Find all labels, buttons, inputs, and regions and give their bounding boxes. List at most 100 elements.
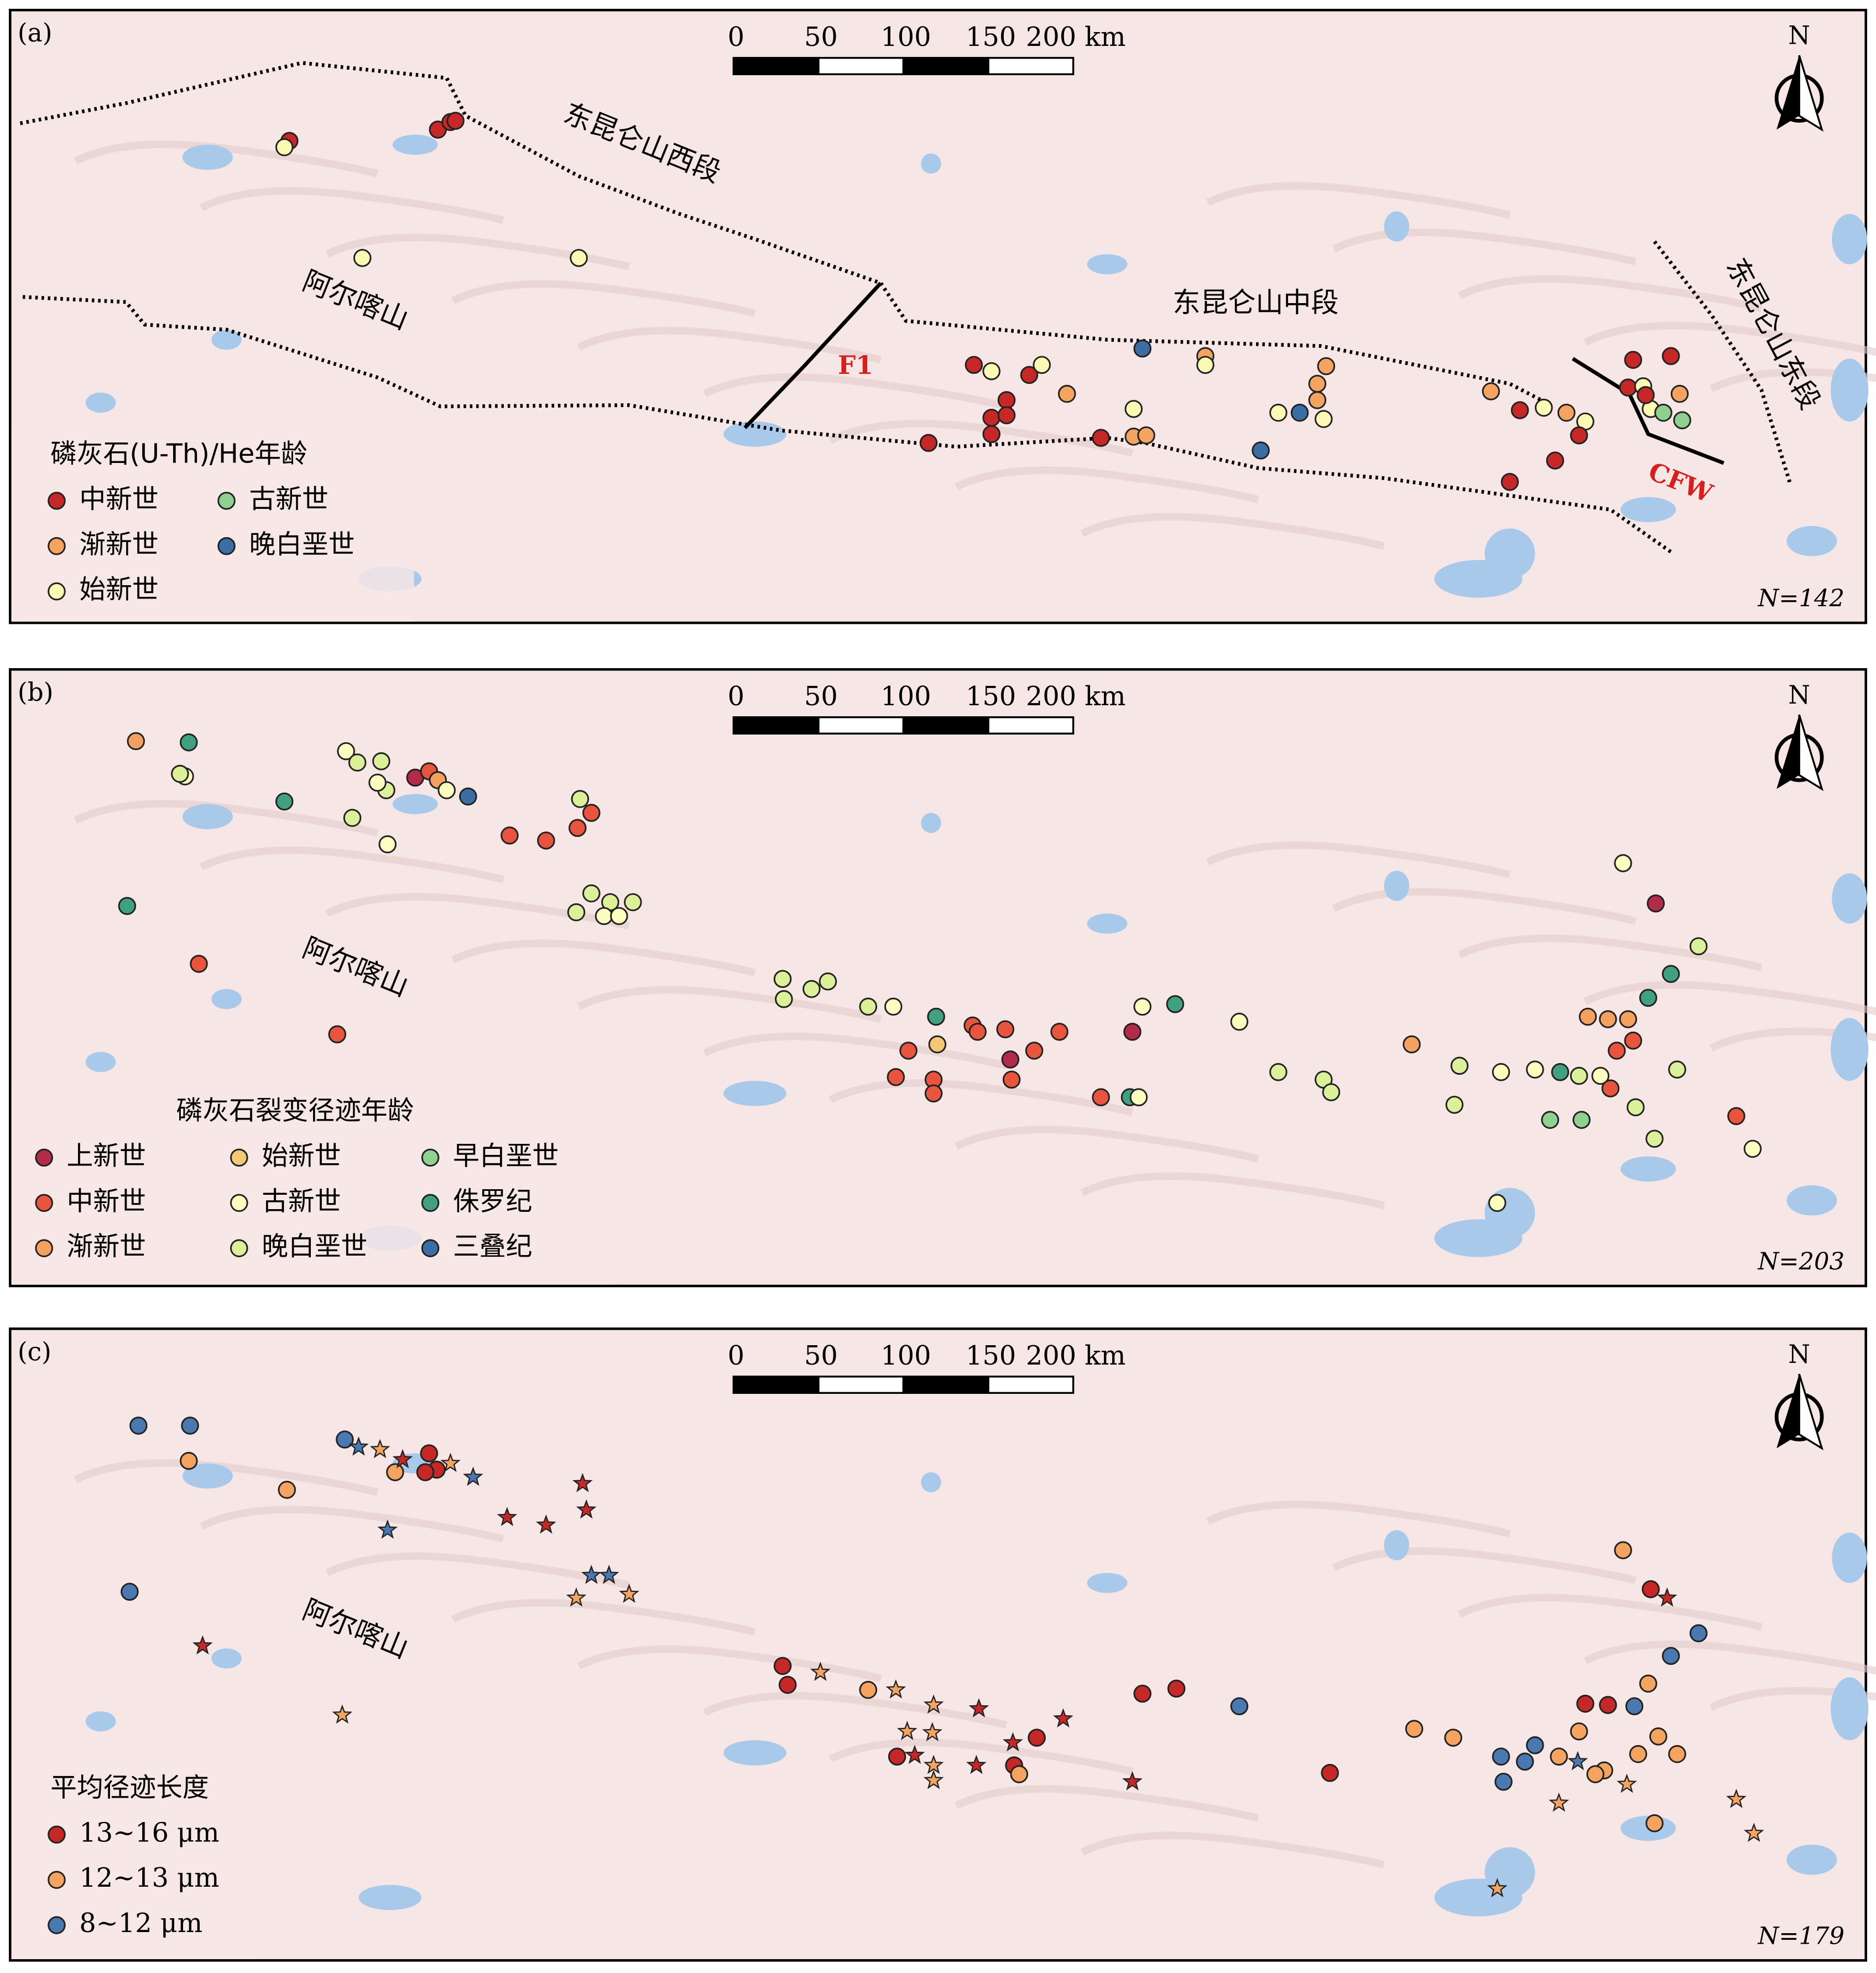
sample-point (278, 1481, 296, 1499)
sample-star (904, 1745, 925, 1764)
sample-point (171, 764, 189, 783)
sample-star (1656, 1587, 1677, 1607)
sample-point (1028, 1729, 1046, 1747)
sample-star (810, 1662, 831, 1681)
legend-marker (35, 1194, 53, 1212)
sample-count: N=142 (1758, 585, 1845, 612)
sample-point (420, 1444, 439, 1462)
legend-label: 古新世 (249, 484, 329, 514)
sample-point (1599, 1696, 1617, 1714)
sample-point (997, 391, 1016, 409)
sample-point (1124, 400, 1143, 418)
terrain-ridge (1457, 275, 1763, 312)
sample-star (463, 1466, 483, 1486)
north-label: N (1788, 680, 1810, 710)
sample-point (1500, 473, 1519, 491)
terrain-ridge (702, 373, 1008, 410)
lake (1832, 1532, 1867, 1583)
legend-marker (217, 537, 236, 555)
terrain-ridge (74, 800, 379, 837)
sample-point (773, 970, 792, 988)
sample-point (1614, 854, 1632, 872)
sample-star (392, 1449, 413, 1469)
sample-point (624, 893, 642, 912)
sample-point (859, 1680, 878, 1699)
terrain-ridge (451, 280, 756, 317)
lake (392, 794, 438, 814)
sample-star (440, 1453, 461, 1472)
sample-point (924, 1084, 943, 1103)
sample-star (885, 1679, 906, 1699)
scale-segment (732, 716, 820, 735)
legend-label: 8~12 μm (79, 1908, 202, 1939)
sample-point (328, 1025, 347, 1044)
sample-point (1614, 1541, 1632, 1559)
sample-point (982, 408, 1000, 427)
sample-point (1290, 403, 1309, 422)
sample-point (129, 1417, 148, 1435)
legend-box (11, 1084, 616, 1285)
sample-point (1586, 1765, 1604, 1783)
legend-label: 三叠纪 (453, 1232, 532, 1262)
sample-point (1646, 894, 1665, 913)
panel-background (9, 1327, 1867, 1962)
sample-point (459, 787, 477, 806)
scale-segment (902, 56, 989, 75)
scale-label: 200 km (1026, 681, 1126, 712)
sample-point (1322, 1083, 1341, 1101)
sample-point (1092, 1088, 1110, 1106)
lake (921, 1472, 941, 1492)
lake (85, 1711, 116, 1732)
sample-point (1727, 1107, 1745, 1126)
sample-point (368, 773, 387, 792)
sample-star (966, 1755, 987, 1774)
legend-box (11, 428, 414, 622)
scale-label: 100 (880, 1341, 931, 1371)
scale-segment (732, 56, 820, 75)
lake (1087, 1573, 1128, 1593)
lake (1384, 211, 1409, 242)
sample-point (1137, 426, 1155, 445)
scale-label: 50 (804, 22, 838, 53)
legend-label: 12~13 μm (79, 1863, 219, 1893)
sample-point (1526, 1060, 1544, 1079)
sample-point (1619, 378, 1638, 397)
lake (723, 1740, 786, 1766)
scale-segment (987, 56, 1075, 75)
sample-point (1129, 1088, 1148, 1106)
sample-point (1743, 1139, 1762, 1158)
terrain-ridge (451, 1599, 756, 1636)
sample-point (1601, 1079, 1620, 1098)
sample-point (1550, 1747, 1568, 1766)
sample-star (922, 1722, 943, 1742)
legend-label: 早白垩世 (453, 1141, 559, 1172)
scale-segment (817, 716, 905, 735)
sample-point (1526, 1736, 1544, 1755)
legend-marker (48, 492, 66, 510)
terrain-ridge (1332, 228, 1637, 266)
legend-marker (48, 1916, 66, 1934)
legend-label: 13~16 μm (79, 1818, 219, 1848)
sample-point (927, 1007, 945, 1026)
sample-point (997, 406, 1016, 424)
legend-marker (48, 537, 66, 555)
legend-title: 平均径迹长度 (50, 1773, 209, 1803)
sample-point (127, 732, 145, 751)
sample-point (1494, 1772, 1513, 1791)
sample-point (570, 249, 588, 267)
lake (358, 1884, 422, 1910)
legend-marker (217, 492, 236, 510)
sample-point (1689, 1624, 1708, 1643)
sample-point (1599, 1010, 1617, 1028)
sample-point (1133, 339, 1151, 358)
sample-point (1619, 1010, 1638, 1028)
lake (1384, 871, 1409, 901)
lake (182, 1463, 233, 1489)
sample-point (1689, 937, 1708, 955)
terrain-ridge (702, 1691, 1008, 1729)
lake (1831, 1018, 1869, 1081)
sample-point (386, 1463, 404, 1481)
lake (1087, 254, 1128, 274)
sample-point (118, 897, 137, 915)
sample-star (1743, 1823, 1764, 1842)
